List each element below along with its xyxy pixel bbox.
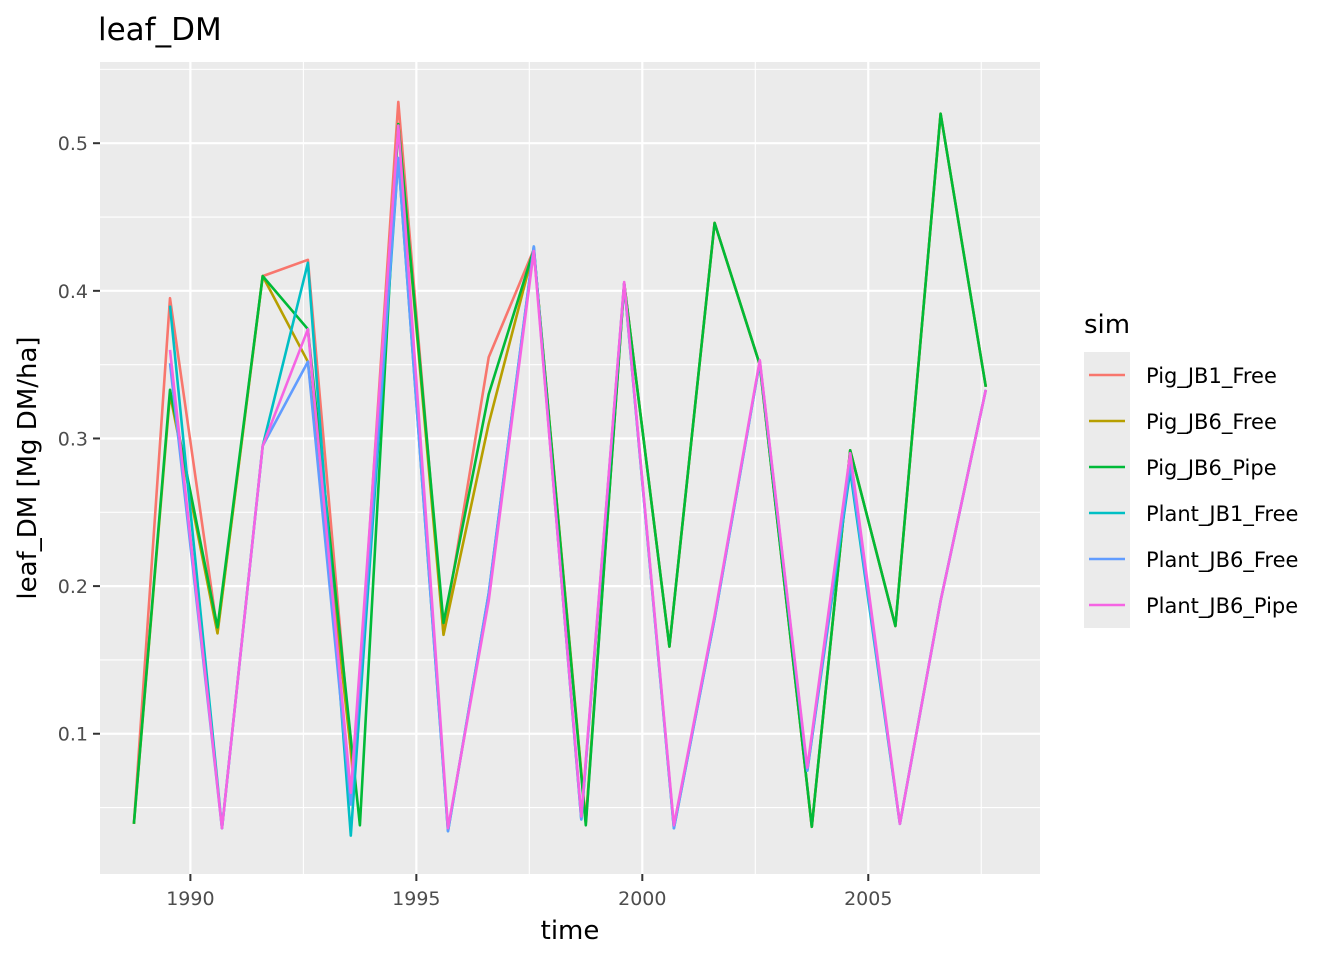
legend-title: sim xyxy=(1084,310,1130,340)
x-axis: 1990 1995 2000 2005 xyxy=(166,874,892,910)
x-tick-label: 1990 xyxy=(166,888,214,910)
legend-label: Pig_JB6_Free xyxy=(1146,410,1277,435)
legend-label: Plant_JB6_Pipe xyxy=(1146,594,1298,619)
legend-label: Plant_JB6_Free xyxy=(1146,548,1298,573)
y-axis-title: leaf_DM [Mg DM/ha] xyxy=(13,336,43,599)
y-tick-label: 0.4 xyxy=(58,281,88,303)
y-tick-label: 0.3 xyxy=(58,428,88,450)
x-axis-title: time xyxy=(541,916,600,946)
x-tick-label: 2000 xyxy=(618,888,666,910)
y-axis: 0.1 0.2 0.3 0.4 0.5 xyxy=(58,133,100,746)
y-tick-label: 0.1 xyxy=(58,724,88,746)
plot-panel xyxy=(100,62,1040,874)
series-line-plant-jb6-free xyxy=(168,156,988,833)
x-tick-label: 1995 xyxy=(392,888,440,910)
x-tick-label: 2005 xyxy=(844,888,892,910)
legend-label: Pig_JB6_Pipe xyxy=(1146,456,1277,481)
chart-title: leaf_DM xyxy=(98,12,222,48)
legend-label: Pig_JB1_Free xyxy=(1146,364,1277,389)
series-line-plant-jb6-pipe xyxy=(168,124,988,830)
y-tick-label: 0.5 xyxy=(58,133,88,155)
legend-items: Pig_JB1_Free Pig_JB6_Free Pig_JB6_Pipe Plan… xyxy=(1084,352,1298,628)
series-layer xyxy=(132,100,988,837)
y-tick-label: 0.2 xyxy=(58,576,88,598)
legend: sim Pig_JB1_Free Pig_JB6_Free Pig_JB6_Pipe… xyxy=(1084,310,1298,628)
legend-label: Plant_JB1_Free xyxy=(1146,502,1298,527)
